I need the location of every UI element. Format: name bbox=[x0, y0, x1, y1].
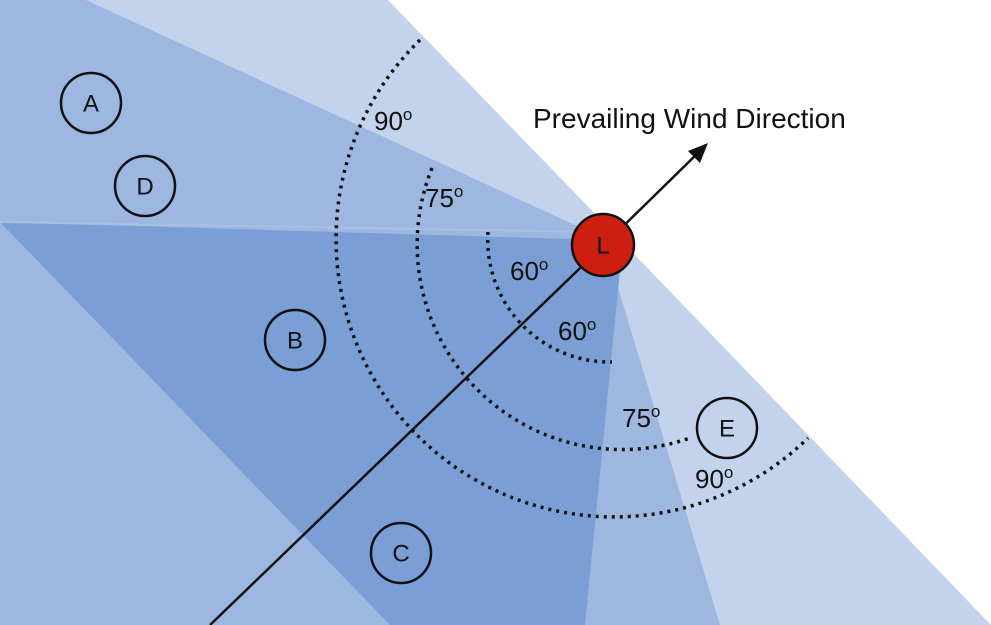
sector-60-degree bbox=[0, 222, 620, 625]
arc-90-degree bbox=[334, 38, 810, 519]
arrow-head-icon bbox=[688, 143, 708, 163]
receptor-a: A bbox=[59, 71, 123, 135]
receptor-b: B bbox=[263, 308, 327, 372]
receptor-c: C bbox=[369, 521, 433, 585]
angle-label-lower-90: 90o bbox=[695, 463, 733, 494]
angle-label-upper-60: 60o bbox=[510, 255, 548, 286]
receptor-d: D bbox=[113, 154, 177, 218]
source-l: L bbox=[570, 212, 636, 278]
svg-text:C: C bbox=[392, 541, 409, 568]
sector-boundary-line bbox=[0, 221, 604, 233]
svg-text:D: D bbox=[136, 174, 153, 201]
wind-axis-line bbox=[209, 244, 605, 625]
angle-label-upper-75: 75o bbox=[425, 182, 463, 213]
angle-label-lower-75: 75o bbox=[622, 402, 660, 433]
arc-75-degree bbox=[415, 167, 691, 452]
receptor-e: E bbox=[695, 396, 759, 460]
svg-text:E: E bbox=[719, 416, 735, 443]
svg-text:B: B bbox=[287, 328, 303, 355]
svg-text:L: L bbox=[596, 233, 609, 260]
angle-label-lower-60: 60o bbox=[558, 315, 596, 346]
wind-direction-title: Prevailing Wind Direction bbox=[533, 103, 846, 134]
angle-label-upper-90: 90o bbox=[374, 105, 412, 136]
svg-text:A: A bbox=[83, 91, 99, 118]
